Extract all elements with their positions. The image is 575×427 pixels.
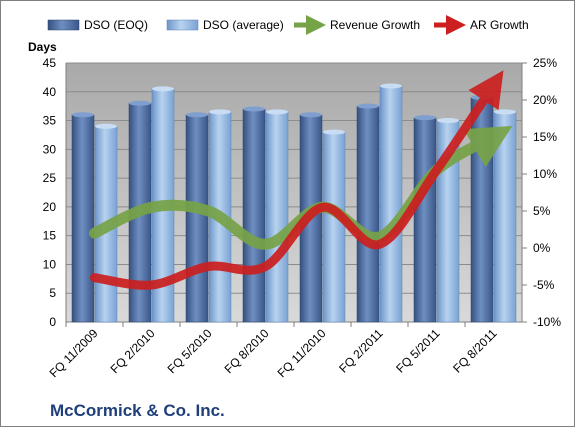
y-tick-label: 20 bbox=[43, 200, 57, 214]
y2-tick-label: 15% bbox=[533, 130, 557, 144]
y2-tick-label: 20% bbox=[533, 93, 557, 107]
legend-dso-average-swatch bbox=[166, 19, 199, 31]
bar-dso-average-top bbox=[437, 118, 459, 124]
bar-dso-eoq-top bbox=[357, 103, 379, 109]
bar-dso-eoq bbox=[470, 97, 494, 323]
y2-tick-label: 25% bbox=[533, 56, 557, 70]
y2-tick-label: -10% bbox=[533, 315, 561, 329]
bar-dso-eoq-top bbox=[243, 106, 265, 112]
bar-dso-average bbox=[265, 111, 289, 323]
bar-dso-eoq bbox=[71, 114, 95, 323]
y-axis-title: Days bbox=[28, 40, 57, 54]
bar-dso-eoq-top bbox=[129, 100, 151, 106]
bar-dso-eoq bbox=[356, 105, 380, 323]
y-tick-label: 15 bbox=[43, 229, 57, 243]
y-tick-label: 40 bbox=[43, 85, 57, 99]
bar-dso-eoq-top bbox=[186, 112, 208, 118]
y-tick-label: 10 bbox=[43, 257, 57, 271]
bar-dso-eoq bbox=[413, 117, 437, 323]
legend-revenue-growth-label: Revenue Growth bbox=[330, 18, 420, 32]
bar-dso-average-top bbox=[380, 83, 402, 89]
y2-tick-label: 5% bbox=[533, 204, 551, 218]
bar-dso-average-top bbox=[323, 129, 345, 135]
bar-dso-eoq bbox=[242, 108, 266, 323]
ar-growth-line bbox=[90, 70, 504, 290]
legend: DSO (EOQ) DSO (average) Revenue Growth AR G… bbox=[47, 15, 529, 35]
bar-dso-average-top bbox=[95, 123, 117, 129]
bar-dso-eoq-top bbox=[300, 112, 322, 118]
bar-dso-average-top bbox=[494, 109, 516, 115]
bar-dso-average bbox=[322, 131, 346, 323]
company-label: McCormick & Co. Inc. bbox=[50, 401, 225, 420]
y-tick-label: 35 bbox=[43, 114, 57, 128]
bar-dso-eoq-top bbox=[414, 115, 436, 121]
y-tick-label: 45 bbox=[43, 56, 57, 70]
bar-dso-average-top bbox=[266, 109, 288, 115]
legend-ar-growth-label: AR Growth bbox=[470, 18, 529, 32]
y-tick-label: 30 bbox=[43, 142, 57, 156]
bar-dso-eoq bbox=[185, 114, 209, 323]
bar-dso-average-top bbox=[152, 86, 174, 92]
y-tick-label: 0 bbox=[49, 315, 56, 329]
legend-dso-average-label: DSO (average) bbox=[203, 18, 284, 32]
legend-dso-eoq-label: DSO (EOQ) bbox=[84, 18, 148, 32]
y-tick-label: 25 bbox=[43, 171, 57, 185]
y-tick-label: 5 bbox=[49, 286, 56, 300]
y2-tick-label: 0% bbox=[533, 241, 551, 255]
bar-dso-average bbox=[493, 111, 517, 323]
bar-dso-average bbox=[379, 85, 403, 323]
legend-dso-eoq-swatch bbox=[47, 19, 80, 31]
bar-dso-eoq-top bbox=[72, 112, 94, 118]
y2-tick-label: -5% bbox=[533, 278, 555, 292]
y2-tick-label: 10% bbox=[533, 167, 557, 181]
bar-dso-average-top bbox=[209, 109, 231, 115]
